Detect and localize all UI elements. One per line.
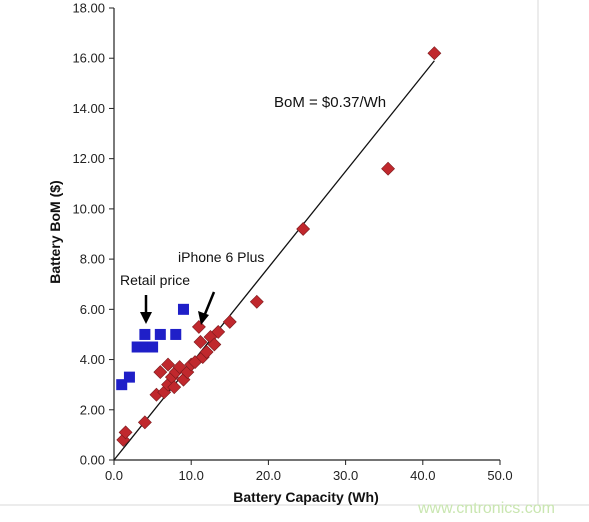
bom-point	[118, 425, 133, 440]
bom-point	[211, 325, 226, 339]
bom-point	[222, 314, 237, 329]
retail-price-point	[177, 303, 189, 315]
y-tick-label: 16.00	[72, 51, 105, 66]
bom-point	[161, 357, 175, 372]
retail-price-point	[116, 379, 128, 391]
bom-point	[137, 415, 152, 430]
y-tick-label: 12.00	[72, 151, 105, 166]
x-tick-label: 50.0	[487, 468, 512, 483]
x-axis-title: Battery Capacity (Wh)	[233, 489, 378, 505]
y-tick-label: 14.00	[72, 101, 105, 116]
bom-point	[249, 294, 264, 309]
y-axis-ticks: 0.00 2.00 4.00 6.00 8.00 10.00 12.00 14.00 16.00…	[72, 1, 114, 468]
bom-point	[116, 432, 131, 447]
x-tick-label: 20.0	[256, 468, 281, 483]
trendline	[113, 60, 435, 461]
x-tick-label: 0.0	[105, 468, 123, 483]
retail-price-point	[123, 371, 135, 383]
bom-point	[296, 222, 311, 236]
y-tick-label: 18.00	[72, 1, 105, 16]
bom-point	[153, 365, 168, 380]
bom-point	[193, 335, 208, 349]
bom-point	[167, 380, 182, 395]
y-tick-label: 2.00	[80, 402, 105, 417]
retail-price-arrow	[140, 295, 152, 324]
trendline-label: BoM = $0.37/Wh	[274, 94, 386, 111]
iphone-label: iPhone 6 Plus	[178, 249, 264, 265]
watermark: www.cntronics.com	[417, 500, 555, 517]
y-tick-label: 0.00	[80, 453, 105, 468]
bom-point	[191, 319, 206, 334]
y-tick-label: 10.00	[72, 201, 105, 216]
retail-price-point	[154, 328, 166, 340]
retail-price-label: Retail price	[120, 272, 190, 288]
bom-point	[427, 46, 442, 61]
retail-price-point	[139, 341, 151, 353]
retail-price-point	[139, 328, 151, 340]
y-axis-title: Battery BoM ($)	[47, 180, 63, 283]
bom-point	[381, 161, 395, 176]
x-axis-ticks: 0.0 10.0 20.0 30.0 40.0 50.0	[105, 460, 513, 483]
x-tick-label: 30.0	[333, 468, 358, 483]
retail-price-point	[170, 328, 182, 340]
bom-point	[199, 345, 214, 359]
data-points	[116, 46, 442, 447]
retail-price-point	[131, 341, 143, 353]
iphone-arrow	[198, 291, 216, 325]
retail-price-point	[147, 341, 159, 353]
x-tick-label: 40.0	[410, 468, 435, 483]
y-tick-label: 6.00	[80, 302, 105, 317]
x-tick-label: 10.0	[179, 468, 204, 483]
y-tick-label: 8.00	[80, 252, 105, 267]
bom-point	[207, 337, 222, 352]
y-tick-label: 4.00	[80, 352, 105, 367]
